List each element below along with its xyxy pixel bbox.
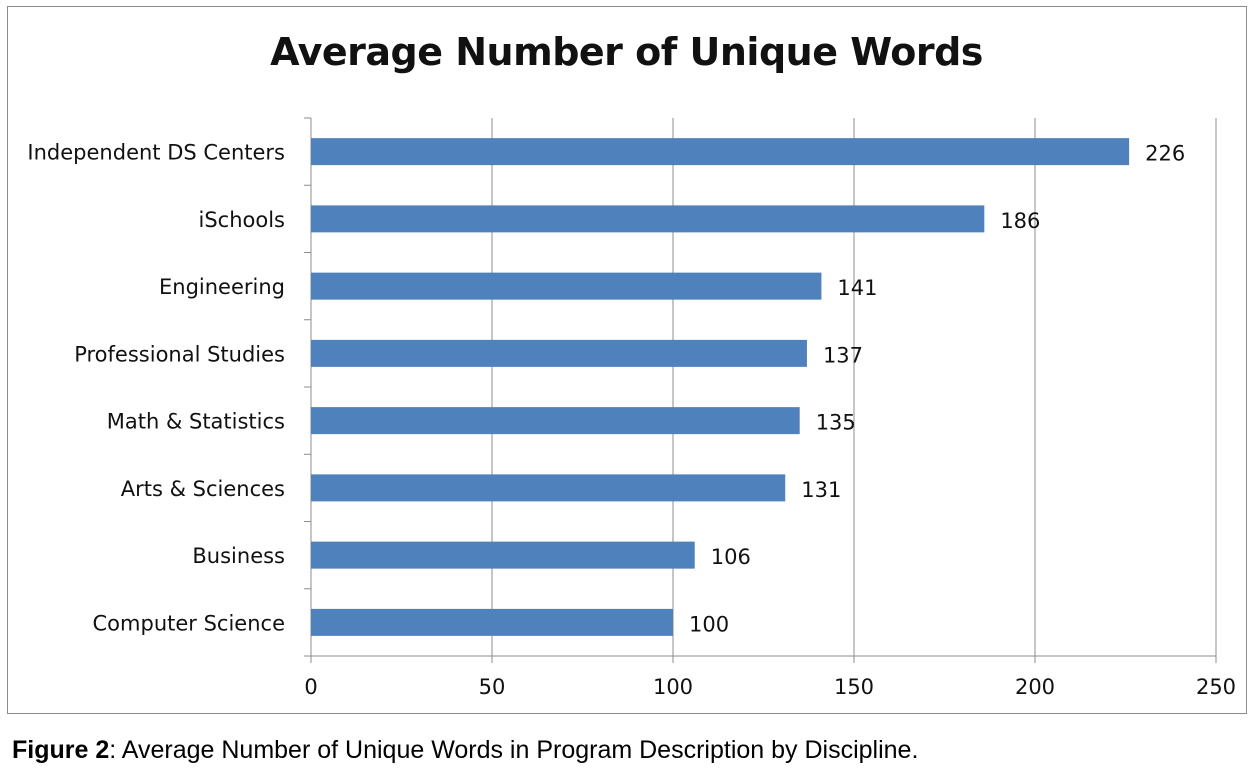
figure-caption: Figure 2: Average Number of Unique Words…	[12, 736, 918, 765]
bar	[311, 474, 786, 502]
category-label: Business	[192, 544, 285, 568]
category-label: Professional Studies	[74, 342, 285, 366]
data-label: 186	[1000, 209, 1040, 233]
category-label: Computer Science	[93, 611, 285, 635]
bar	[311, 541, 695, 569]
category-label: Independent DS Centers	[27, 141, 285, 165]
data-label: 131	[801, 478, 841, 502]
bar	[311, 608, 673, 636]
data-label: 106	[711, 545, 751, 569]
bar	[311, 339, 807, 367]
data-label: 100	[689, 612, 729, 636]
x-tick-label: 200	[1015, 675, 1055, 699]
category-label: Arts & Sciences	[121, 477, 285, 501]
x-tick-label: 0	[304, 675, 317, 699]
caption-label: Figure 2	[12, 736, 110, 764]
chart-title: Average Number of Unique Words	[270, 30, 983, 74]
x-tick-label: 100	[653, 675, 693, 699]
bar	[311, 272, 822, 300]
x-tick-label: 150	[834, 675, 874, 699]
category-label: iSchools	[199, 208, 286, 232]
category-label: Math & Statistics	[107, 410, 285, 434]
data-label: 137	[823, 343, 863, 367]
data-label: 135	[816, 411, 856, 435]
x-tick-label: 250	[1196, 675, 1236, 699]
data-label: 226	[1145, 142, 1185, 166]
bar	[311, 407, 800, 435]
bar	[311, 205, 985, 233]
category-label: Engineering	[159, 275, 285, 299]
bar	[311, 138, 1130, 166]
data-label: 141	[837, 276, 877, 300]
caption-text: : Average Number of Unique Words in Prog…	[109, 736, 919, 764]
x-tick-label: 50	[479, 675, 506, 699]
